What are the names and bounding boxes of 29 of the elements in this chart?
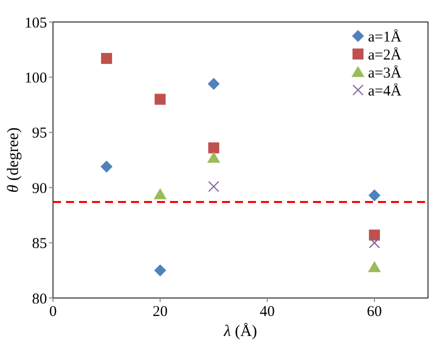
y-axis-title: θ (degree): [5, 127, 22, 193]
legend-label: a=2Å: [368, 46, 402, 64]
y-tick-label: 105: [24, 15, 47, 32]
point: [154, 188, 167, 200]
point: [368, 189, 380, 202]
point: [368, 230, 380, 241]
point: [208, 180, 220, 192]
point: [368, 237, 380, 248]
y-tick-label: 85: [32, 236, 47, 252]
point: [208, 142, 220, 154]
x-tick-label: 0: [49, 304, 57, 320]
legend-label: a=4Å: [368, 82, 402, 100]
point: [208, 78, 220, 90]
y-tick-label: 80: [32, 291, 47, 308]
y-tick-label: 100: [24, 70, 47, 86]
point: [101, 52, 112, 64]
legend-label: a=1Å: [368, 28, 402, 46]
point: [154, 264, 166, 276]
y-tick-label: 95: [32, 126, 47, 142]
x-tick-label: 20: [152, 304, 168, 320]
x-axis-title: λ (Å): [222, 322, 258, 340]
point: [100, 160, 113, 173]
legend-label: a=3Å: [368, 64, 402, 82]
x-tick-label: 60: [366, 304, 382, 320]
x-tick-label: 40: [260, 304, 275, 320]
y-tick-label: 90: [32, 180, 47, 197]
point: [207, 152, 220, 163]
point: [154, 94, 166, 105]
point: [368, 261, 381, 272]
